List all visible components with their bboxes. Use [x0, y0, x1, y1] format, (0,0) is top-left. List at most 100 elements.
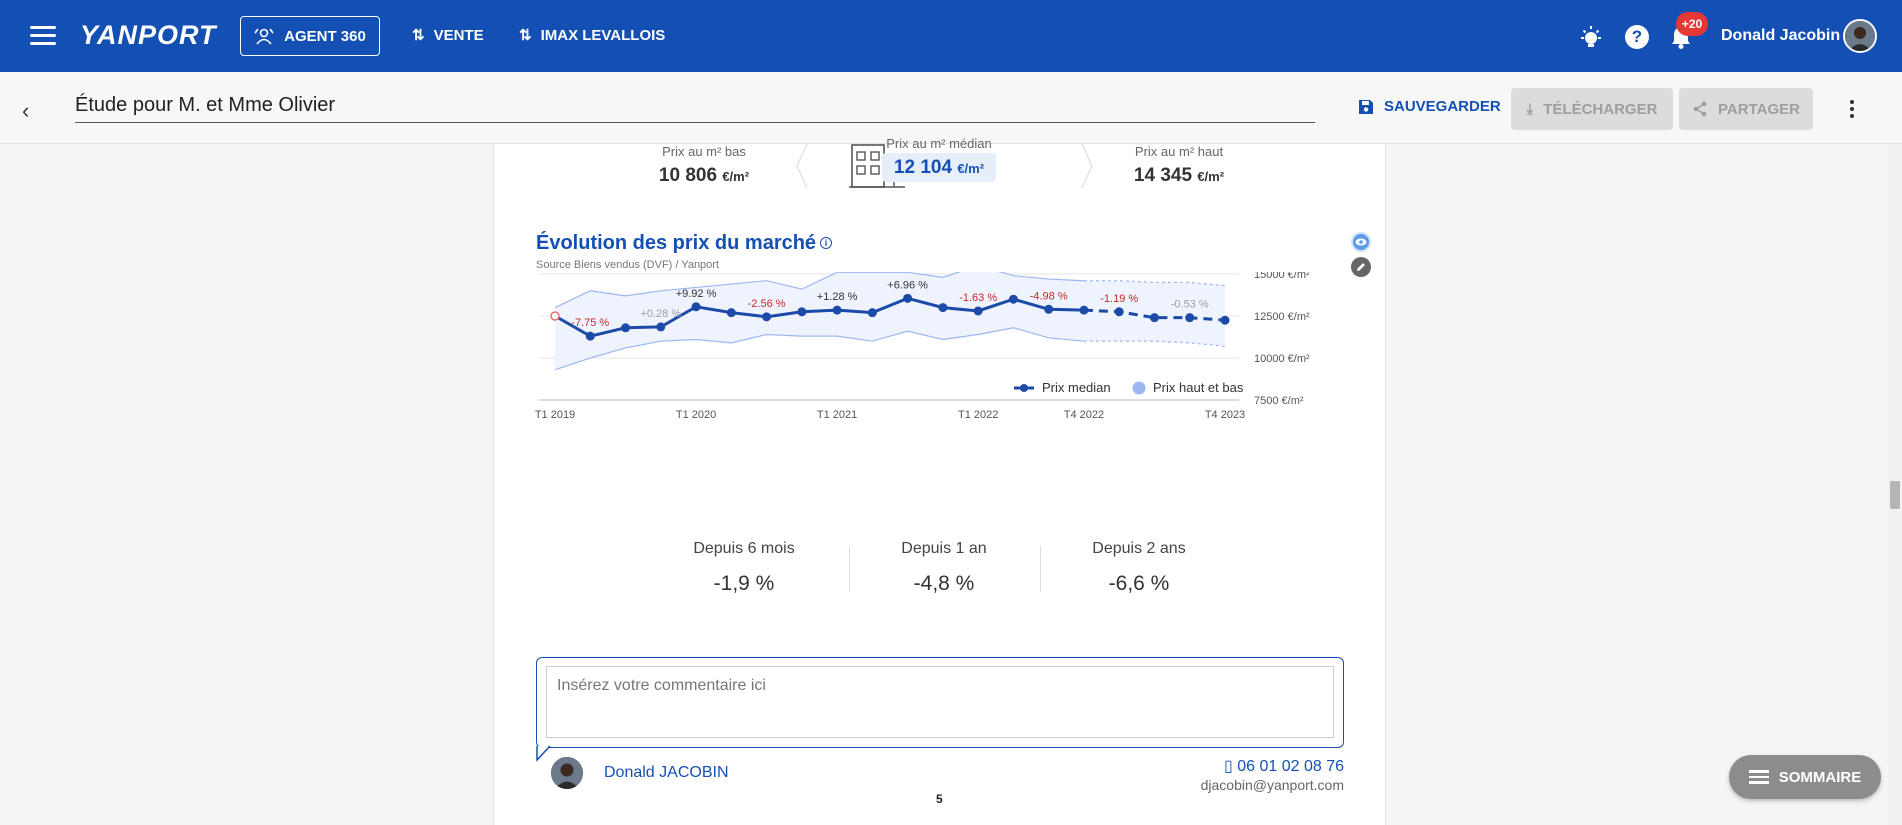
sommaire-label: SOMMAIRE [1778, 768, 1862, 786]
list-icon [1748, 767, 1769, 787]
stat-value: -6,6 % [1108, 572, 1170, 595]
nav-vente-label: VENTE [433, 26, 484, 44]
comment-box: Insérez votre commentaire ici [536, 657, 1344, 748]
agent-360-label: AGENT 360 [284, 27, 366, 45]
top-navbar: YANPORT AGENT 360 ⇅ VENTE ⇅ IMAX LEVALLO… [0, 0, 1902, 72]
change-annotation: -1.63 % [959, 292, 997, 304]
median-price-line [554, 296, 1084, 338]
separator-chevron [796, 144, 808, 188]
change-annotation: +9.92 % [676, 288, 717, 300]
change-annotation: -4.98 % [1030, 290, 1068, 302]
median-point [1220, 315, 1230, 325]
scrollbar[interactable] [1888, 144, 1902, 825]
save-button[interactable]: SAUVEGARDER [1358, 98, 1501, 115]
report-page: Prix au m² bas 10 806 €/m² Prix au m² mé… [493, 136, 1386, 825]
separator-chevron [1081, 144, 1093, 188]
median-point-start [550, 311, 560, 321]
median-price-value: 12 104 €/m² [881, 153, 997, 182]
median-point [903, 293, 913, 303]
back-chevron-icon[interactable]: ‹ [22, 98, 30, 123]
agent-phone[interactable]: ▯ 06 01 02 08 76 [1219, 756, 1344, 776]
stat-label: Depuis 2 ans [1092, 540, 1186, 557]
user-avatar[interactable] [1843, 19, 1877, 53]
low-price-value: 10 806 €/m² [658, 165, 750, 186]
download-icon: ⤓ [1526, 100, 1534, 118]
help-icon[interactable]: ? [1624, 24, 1650, 50]
x-tick-label: T4 2022 [1064, 409, 1104, 421]
low-price-label: Prix au m² bas [662, 144, 746, 159]
median-point [691, 302, 701, 312]
legend-band-swatch [1132, 381, 1146, 395]
agent-email[interactable]: djacobin@yanport.com [1200, 777, 1344, 793]
high-price-line [554, 272, 1084, 309]
median-price-block: Prix au m² médian 12 104 €/m² [859, 136, 1019, 182]
median-point [1185, 313, 1195, 323]
nav-agency-label: IMAX LEVALLOIS [540, 26, 666, 44]
data-source: Source Biens vendus (DVF) / Yanport [536, 259, 720, 271]
stat-label: Depuis 6 mois [693, 540, 795, 557]
y-tick-label: 7500 €/m² [1254, 395, 1304, 407]
floppy-disk-icon [1359, 99, 1373, 114]
agent-phone-number: 06 01 02 08 76 [1237, 758, 1344, 775]
notifications-badge: +20 [1676, 12, 1708, 36]
info-icon[interactable]: i [820, 237, 833, 249]
sommaire-button[interactable]: SOMMAIRE [1729, 755, 1881, 799]
low-price-line [554, 327, 1085, 371]
stat-divider [1040, 546, 1041, 592]
stat-value: -4,8 % [913, 572, 975, 595]
agent-avatar [549, 755, 585, 791]
median-price-forecast-line [1083, 308, 1226, 322]
change-annotation: +1.28 % [817, 291, 858, 303]
x-tick-label: T1 2020 [676, 409, 716, 421]
edit-pencil-icon[interactable] [1351, 257, 1371, 277]
x-tick-label: T4 2023 [1205, 409, 1245, 421]
median-price-value-wrap: 12 104 €/m² [859, 153, 1019, 182]
y-tick-label: 10000 €/m² [1254, 353, 1310, 365]
stat-2-years: Depuis 2 ans -6,6 % [1059, 540, 1219, 596]
x-tick-label: T1 2022 [958, 409, 998, 421]
stat-divider [849, 546, 850, 592]
stat-1-year: Depuis 1 an -4,8 % [864, 540, 1024, 596]
nav-agency[interactable]: ⇅ IMAX LEVALLOIS [519, 26, 666, 45]
section-title: Évolution des prix du marché i [536, 232, 833, 255]
more-options-icon[interactable] [1850, 100, 1854, 121]
agent-360-button[interactable]: AGENT 360 [240, 16, 380, 56]
change-annotation: -0.53 % [1171, 299, 1209, 311]
visibility-eye-icon[interactable] [1351, 232, 1371, 252]
yanport-logo[interactable]: YANPORT [80, 20, 217, 50]
high-price-block: Prix au m² haut 14 345 €/m² [1109, 144, 1249, 187]
scrollbar-thumb[interactable] [1890, 481, 1900, 509]
stat-6-months: Depuis 6 mois -1,9 % [664, 540, 824, 596]
phone-icon: ▯ [1223, 758, 1238, 775]
legend-median-label: Prix median [1042, 380, 1111, 395]
median-point [585, 331, 595, 341]
comment-input[interactable]: Insérez votre commentaire ici [546, 666, 1334, 738]
change-annotation: -1.19 % [1100, 293, 1138, 305]
median-point [1114, 307, 1124, 317]
download-button[interactable]: ⤓ TÉLÉCHARGER [1511, 88, 1673, 130]
lightbulb-icon[interactable] [1578, 24, 1604, 50]
study-title-input[interactable]: Étude pour M. et Mme Olivier [75, 90, 1315, 123]
section-title-text: Évolution des prix du marché [536, 232, 817, 254]
median-point [1008, 294, 1018, 304]
swap-arrows-icon: ⇅ [412, 27, 425, 44]
share-button[interactable]: PARTAGER [1679, 88, 1813, 130]
change-annotation: +0.28 % [640, 308, 681, 320]
median-point [867, 308, 877, 318]
low-price-block: Prix au m² bas 10 806 €/m² [634, 144, 774, 187]
median-point [1149, 313, 1159, 323]
legend-band-label: Prix haut et bas [1153, 380, 1244, 395]
user-name[interactable]: Donald Jacobin [1721, 27, 1841, 44]
median-point [656, 322, 666, 332]
median-point [938, 303, 948, 313]
high-price-value: 14 345 €/m² [1133, 165, 1225, 186]
median-point [973, 306, 983, 316]
hamburger-menu-icon[interactable] [30, 26, 56, 46]
high-price-label: Prix au m² haut [1134, 144, 1224, 159]
x-tick-label: T1 2021 [817, 409, 857, 421]
nav-vente[interactable]: ⇅ VENTE [412, 26, 484, 45]
download-label: TÉLÉCHARGER [1543, 100, 1658, 118]
stat-label: Depuis 1 an [901, 540, 987, 557]
save-label: SAUVEGARDER [1384, 98, 1501, 115]
share-icon [1693, 101, 1707, 117]
